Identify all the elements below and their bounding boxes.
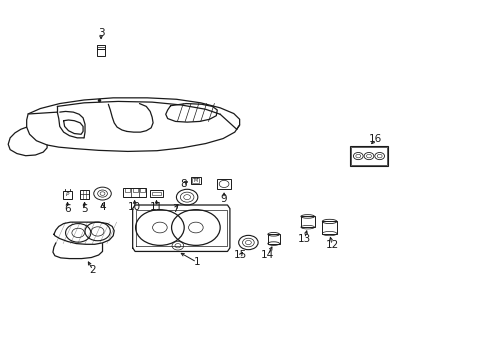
Text: 8: 8	[180, 179, 186, 189]
Text: 14: 14	[261, 250, 274, 260]
Bar	[140, 188, 145, 192]
Text: M: M	[193, 178, 198, 183]
Text: 12: 12	[325, 240, 338, 250]
Text: 4: 4	[99, 202, 105, 212]
Bar	[267, 234, 279, 244]
Text: 13: 13	[298, 234, 311, 244]
Text: 10: 10	[128, 202, 141, 212]
Text: 7: 7	[172, 203, 179, 213]
Text: 1: 1	[193, 257, 200, 267]
Text: 9: 9	[220, 194, 227, 203]
Bar	[191, 177, 201, 184]
Text: 2: 2	[89, 265, 96, 275]
Text: 16: 16	[368, 134, 382, 144]
Text: P: P	[66, 192, 69, 197]
Bar	[152, 192, 161, 195]
Bar	[350, 148, 386, 165]
Bar	[217, 179, 230, 189]
Bar	[349, 147, 387, 166]
Bar	[132, 188, 137, 192]
Bar	[192, 178, 199, 183]
Text: 5: 5	[81, 204, 88, 214]
Text: 15: 15	[233, 250, 247, 260]
Bar	[80, 190, 89, 199]
Bar	[62, 191, 72, 199]
Text: 6: 6	[64, 203, 71, 213]
Bar	[300, 216, 314, 227]
Text: 3: 3	[98, 28, 104, 38]
Text: 11: 11	[149, 202, 163, 212]
Bar	[122, 188, 146, 197]
Bar	[124, 188, 129, 192]
Bar	[150, 190, 163, 197]
Bar	[322, 221, 336, 234]
Bar	[97, 49, 105, 56]
